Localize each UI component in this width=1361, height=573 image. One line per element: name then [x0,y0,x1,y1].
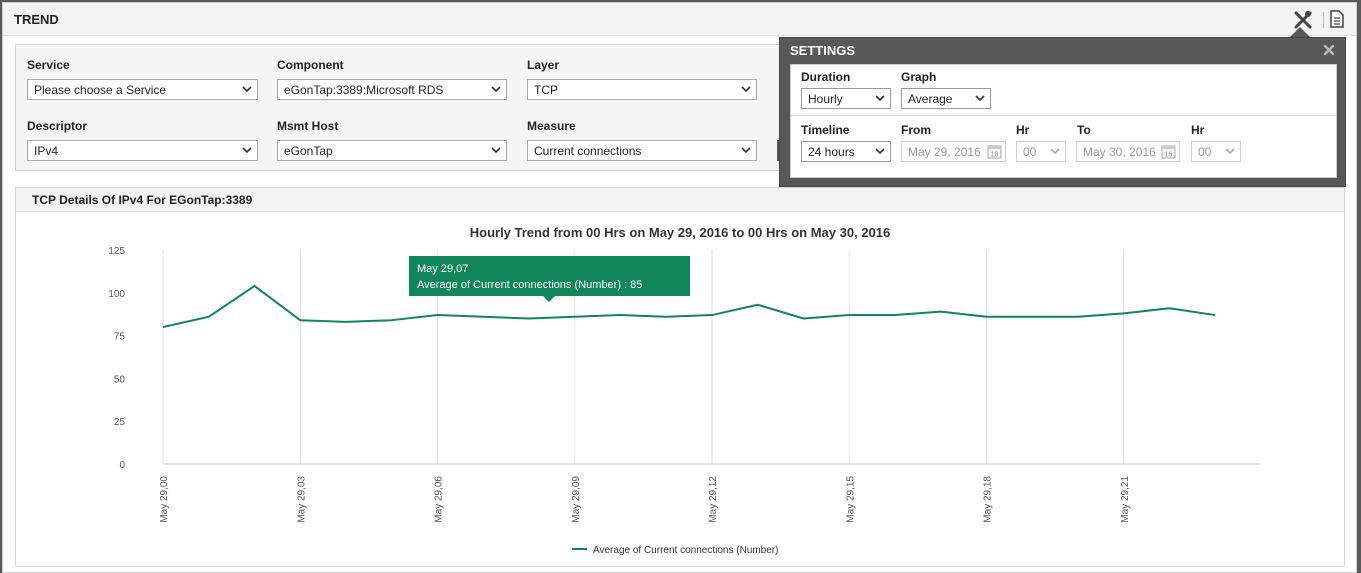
toolbar-divider [1323,12,1324,28]
msmt-host-select[interactable]: eGonTap [277,140,507,161]
timeline-select-value: 24 hours [808,145,855,159]
y-tick-label: 125 [108,246,125,257]
component-label: Component [277,58,344,72]
from-date-value: May 29, 2016 [908,145,981,159]
service-select[interactable]: Please choose a Service [27,79,258,100]
x-tick-label: May 29,00 [159,476,170,523]
chevron-down-icon [975,95,985,102]
measure-label: Measure [527,119,576,133]
settings-popover: SETTINGS Duration Hourly Graph Average T… [779,37,1346,187]
service-select-value: Please choose a Service [34,83,167,97]
msmt-host-select-value: eGonTap [284,144,333,158]
from-hour-select[interactable]: 00 [1016,141,1066,162]
chart-panel-header: TCP Details Of IPv4 For EGonTap:3389 [16,188,1344,212]
series-line [162,284,1216,329]
x-tick-label: May 29,12 [708,476,719,523]
to-label: To [1077,123,1091,137]
duration-select[interactable]: Hourly [801,88,891,109]
x-tick-label: May 29,18 [983,476,994,523]
tooltip-value: Average of Current connections (Number) … [417,279,643,291]
chevron-down-icon [875,95,885,102]
graph-select-value: Average [908,92,953,106]
measure-select-value: Current connections [534,144,642,158]
descriptor-label: Descriptor [27,119,88,133]
chevron-down-icon [875,148,885,155]
y-tick-label: 25 [114,417,126,428]
settings-body: Duration Hourly Graph Average Timeline 2… [790,64,1337,178]
to-hour-label: Hr [1191,123,1205,137]
calendar-day-from: 18 [991,152,999,159]
chart-panel: TCP Details Of IPv4 For EGonTap:3389 Hou… [15,187,1345,567]
y-tick-label: 100 [108,289,125,300]
title-bar: TREND [3,3,1356,36]
from-label: From [901,123,931,137]
calendar-day-to: 16 [1165,152,1173,159]
measure-select[interactable]: Current connections [527,140,757,161]
graph-label: Graph [901,70,937,84]
timeline-label: Timeline [801,123,850,137]
calendar-icon[interactable]: 16 [1161,144,1176,162]
settings-title: SETTINGS [790,43,856,58]
y-tick-label: 0 [119,460,125,471]
msmt-host-label: Msmt Host [277,119,339,133]
from-hour-value: 00 [1023,145,1037,159]
to-date-field[interactable]: May 30, 2016 16 [1076,141,1180,162]
component-select-value: eGonTap:3389:Microsoft RDS [284,83,444,97]
legend-label: Average of Current connections (Number) [593,545,778,556]
layer-select-value: TCP [534,83,558,97]
chevron-down-icon [242,86,252,93]
close-icon[interactable] [1323,43,1335,61]
chevron-down-icon [491,147,501,154]
layer-label: Layer [527,58,560,72]
graph-select[interactable]: Average [901,88,991,109]
chevron-down-icon [491,86,501,93]
settings-divider [791,115,1336,116]
chevron-down-icon [1225,148,1235,155]
descriptor-select[interactable]: IPv4 [27,140,258,161]
x-tick-label: May 29,06 [434,476,445,523]
duration-label: Duration [801,70,851,84]
calendar-icon[interactable]: 18 [987,144,1002,162]
page-title: TREND [14,12,59,27]
y-tick-label: 75 [114,332,126,343]
timeline-select[interactable]: 24 hours [801,141,891,162]
chart-tooltip: May 29,07 Average of Current connections… [409,256,690,302]
descriptor-select-value: IPv4 [34,144,59,158]
from-date-field[interactable]: May 29, 2016 18 [901,141,1006,162]
chevron-down-icon [242,147,252,154]
x-tick-label: May 29,03 [296,476,307,523]
chart-panel-title: TCP Details Of IPv4 For EGonTap:3389 [32,193,253,207]
layer-select[interactable]: TCP [527,79,757,100]
x-tick-label: May 29,21 [1120,476,1131,523]
to-hour-value: 00 [1198,145,1212,159]
wrench-screwdriver-icon[interactable] [1293,10,1313,35]
tooltip-arrow [543,296,555,302]
x-tick-label: May 29,15 [845,476,856,523]
service-label: Service [27,58,70,72]
y-tick-label: 50 [114,374,126,385]
component-select[interactable]: eGonTap:3389:Microsoft RDS [277,79,507,100]
chart-title: Hourly Trend from 00 Hrs on May 29, 2016… [469,225,891,240]
from-hour-label: Hr [1016,123,1030,137]
chevron-down-icon [1050,148,1060,155]
duration-select-value: Hourly [808,92,843,106]
to-hour-select[interactable]: 00 [1191,141,1241,162]
to-date-value: May 30, 2016 [1083,145,1156,159]
settings-pointer [1290,27,1310,37]
tooltip-date: May 29,07 [417,263,469,275]
chevron-down-icon [741,147,751,154]
chevron-down-icon [741,86,751,93]
document-icon[interactable] [1330,10,1344,33]
x-tick-label: May 29,09 [571,476,582,523]
